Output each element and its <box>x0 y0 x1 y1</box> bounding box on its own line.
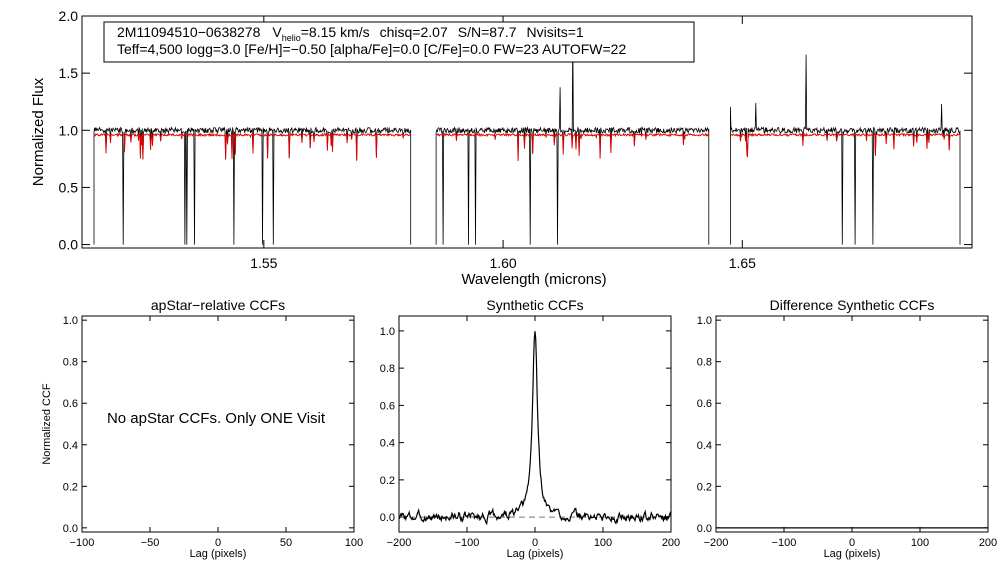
model-spectrum-line <box>435 132 710 162</box>
observed-spectrum-line <box>435 32 710 245</box>
y-tick-label: 1.5 <box>59 65 79 81</box>
synthetic-ccf-frame <box>398 315 672 533</box>
apstar-ccf-xlabel: Lag (pixels) <box>190 548 247 560</box>
x-tick-label: 1.55 <box>250 255 277 271</box>
x-tick-label: 100 <box>594 537 612 549</box>
x-tick-label: 200 <box>662 537 680 549</box>
y-tick-label: 1.0 <box>59 122 79 138</box>
x-tick-label: 1.65 <box>729 255 756 271</box>
synthetic-ccf-ticks: −200 −100 0 100 200 0.0 0.2 0.4 0.6 0.8 1.0 <box>380 316 680 549</box>
y-tick-label: 0.5 <box>59 179 79 195</box>
synthetic-ccf-xlabel: Lag (pixels) <box>507 548 564 560</box>
spectrum-xlabel: Wavelength (microns) <box>461 271 606 288</box>
info-line-2: Teff=4,500 logg=3.0 [Fe/H]=−0.50 [alpha/… <box>117 41 626 57</box>
y-tick-label: 0.6 <box>63 398 78 410</box>
chisq-value: chisq=2.07 <box>380 24 448 40</box>
y-tick-label: 0.8 <box>63 357 78 369</box>
x-tick-label: −100 <box>70 537 95 549</box>
difference-ccf-title: Difference Synthetic CCFs <box>770 297 935 313</box>
vhelio-subscript: helio <box>282 33 301 43</box>
x-tick-label: −200 <box>387 537 412 549</box>
y-tick-label: 1.0 <box>380 326 395 338</box>
y-tick-label: 0.8 <box>380 363 395 375</box>
x-tick-label: 1.60 <box>489 255 516 271</box>
y-tick-label: 2.0 <box>59 8 79 24</box>
spectrum-plot-frame <box>81 15 973 249</box>
x-tick-label: 0 <box>532 537 538 549</box>
y-tick-label: 0.2 <box>697 481 712 493</box>
y-tick-label: 0.0 <box>697 523 712 535</box>
x-tick-label: 0 <box>849 537 855 549</box>
observed-spectrum-line <box>730 54 961 245</box>
difference-ccf-frame <box>715 315 989 533</box>
synthetic-ccf-lines <box>398 331 672 526</box>
y-tick-label: 0.4 <box>63 440 78 452</box>
vhelio-symbol: V <box>272 24 282 40</box>
info-line-1: 2M11094510−0638278 Vhelio=8.15 km/s chisq=… <box>117 24 584 43</box>
info-box-frame <box>103 21 695 63</box>
difference-ccf-xlabel: Lag (pixels) <box>824 548 881 560</box>
apstar-ccf-ylabel: Normalized CCF <box>41 383 53 465</box>
difference-ccf-ticks: −200 −100 0 100 200 0.0 0.2 0.4 0.6 0.8 1.0 <box>697 315 997 549</box>
apstar-ccf-panel: −100 −50 0 50 100 0.0 0.2 0.4 0.6 0.8 1.0 apStar−r… <box>41 297 363 560</box>
spectrum-info-box: 2M11094510−0638278 Vhelio=8.15 km/s chisq=… <box>103 21 695 63</box>
y-tick-label: 0.4 <box>380 438 395 450</box>
synthetic-ccf-line <box>398 331 672 526</box>
model-spectrum-line <box>93 132 412 161</box>
x-tick-label: 0 <box>215 537 221 549</box>
x-tick-label: 200 <box>979 537 997 549</box>
spectrum-panel: 1.55 1.60 1.65 0.0 0.5 1.0 1.5 2.0 2M11094510−0… <box>30 8 973 288</box>
x-tick-label: −100 <box>455 537 480 549</box>
y-tick-label: 0.6 <box>697 398 712 410</box>
y-tick-label: 1.0 <box>697 315 712 327</box>
observed-spectrum-line <box>93 126 412 245</box>
y-tick-label: 0.2 <box>380 475 395 487</box>
x-tick-label: 50 <box>280 537 292 549</box>
synthetic-ccf-panel: −200 −100 0 100 200 0.0 0.2 0.4 0.6 0.8 1.0 Synthe… <box>380 297 680 560</box>
spectrum-ticks: 1.55 1.60 1.65 0.0 0.5 1.0 1.5 2.0 <box>59 8 972 271</box>
y-tick-label: 0.0 <box>59 237 79 253</box>
vhelio-value: =8.15 km/s <box>301 24 370 40</box>
sn-value: S/N=87.7 <box>458 24 517 40</box>
no-ccf-message: No apStar CCFs. Only ONE Visit <box>107 410 326 427</box>
model-spectrum-line <box>730 132 961 158</box>
x-tick-label: −100 <box>772 537 797 549</box>
x-tick-label: −200 <box>704 537 729 549</box>
y-tick-label: 0.4 <box>697 440 712 452</box>
y-tick-label: 0.2 <box>63 481 78 493</box>
y-tick-label: 0.0 <box>63 523 78 535</box>
y-tick-label: 1.0 <box>63 315 78 327</box>
apstar-ccf-ticks: −100 −50 0 50 100 0.0 0.2 0.4 0.6 0.8 1.0 <box>63 315 363 549</box>
x-tick-label: 100 <box>345 537 363 549</box>
x-tick-label: −50 <box>141 537 160 549</box>
y-tick-label: 0.8 <box>697 357 712 369</box>
apstar-ccf-title: apStar−relative CCFs <box>151 297 285 313</box>
object-id: 2M11094510−0638278 <box>117 24 261 40</box>
difference-ccf-panel: −200 −100 0 100 200 0.0 0.2 0.4 0.6 0.8 1.0 Differ… <box>697 297 997 560</box>
spectrum-lines <box>93 32 961 245</box>
synthetic-ccf-title: Synthetic CCFs <box>486 297 583 313</box>
y-tick-label: 0.0 <box>380 512 395 524</box>
x-tick-label: 100 <box>911 537 929 549</box>
y-tick-label: 0.6 <box>380 400 395 412</box>
spectrum-ylabel: Normalized Flux <box>30 77 47 186</box>
nvisits-value: Nvisits=1 <box>527 24 584 40</box>
